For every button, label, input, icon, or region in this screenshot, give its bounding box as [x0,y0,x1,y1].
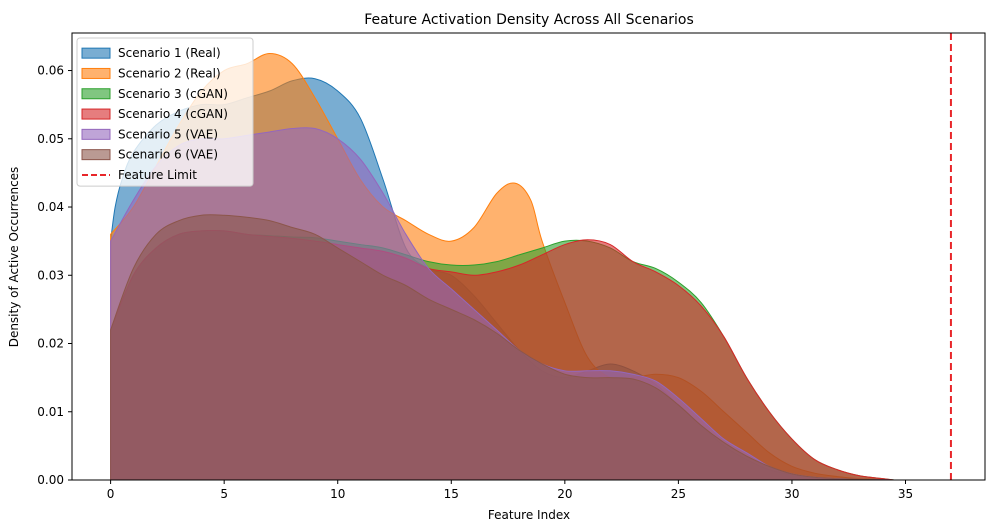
y-tick-label: 0.03 [37,268,64,282]
legend-swatch [81,67,111,79]
legend-label: Scenario 2 (Real) [118,66,221,80]
legend-label: Scenario 4 (cGAN) [118,107,228,121]
x-axis: 0 5 10 15 20 25 30 35 [107,480,913,501]
x-tick-label: 15 [444,487,459,501]
x-tick-label: 10 [330,487,345,501]
x-tick-label: 5 [220,487,228,501]
x-axis-label: Feature Index [488,508,570,522]
plot-frame [71,32,986,481]
y-tick-label: 0.00 [37,473,64,487]
legend-label: Scenario 6 (VAE) [118,148,218,162]
legend-label: Scenario 1 (Real) [118,46,221,60]
x-tick-label: 30 [784,487,799,501]
legend-swatch [81,88,111,100]
legend-swatch [81,149,111,161]
legend-label: Scenario 3 (cGAN) [118,87,228,101]
area-series-6 [110,214,895,481]
legend-box [76,37,254,187]
y-tick-label: 0.05 [37,132,64,146]
y-axis-label: Density of Active Occurrences [7,167,21,348]
chart-title: Feature Activation Density Across All Sc… [364,12,694,28]
plot-areas [110,52,895,481]
y-axis: 0.00 0.01 0.02 0.03 0.04 0.05 0.06 [37,64,72,487]
legend-label: Scenario 5 (VAE) [118,127,218,141]
y-tick-label: 0.04 [37,200,64,214]
legend-swatch [81,128,111,140]
y-tick-label: 0.02 [37,337,64,351]
y-tick-label: 0.06 [37,64,64,78]
legend-swatch [81,108,111,120]
x-tick-label: 35 [898,487,913,501]
x-tick-label: 0 [107,487,115,501]
x-tick-label: 25 [671,487,686,501]
x-tick-label: 20 [557,487,572,501]
legend-swatch [81,47,111,59]
legend-label: Feature Limit [118,168,197,182]
y-tick-label: 0.01 [37,405,64,419]
legend: Scenario 1 (Real) Scenario 2 (Real) Scenar… [76,37,254,187]
